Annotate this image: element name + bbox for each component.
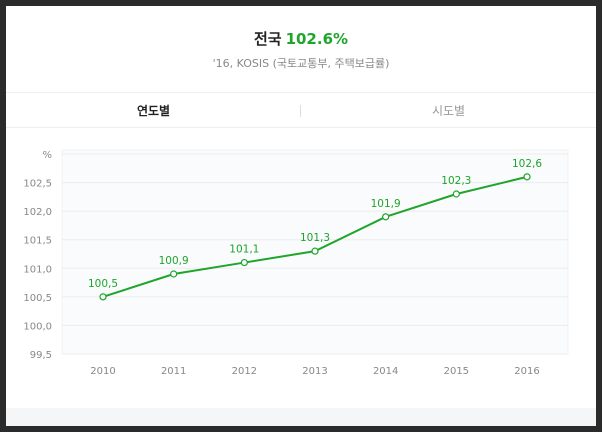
data-label: 101,1 [229,244,259,256]
data-label: 101,3 [300,232,330,244]
x-tick-label: 2014 [373,366,398,377]
data-point [99,293,107,301]
tab-divider [300,105,301,117]
data-point [240,258,248,267]
y-tick-label: 102,0 [23,207,52,218]
data-label: 102,6 [512,158,542,170]
housing-supply-card: 전국 102.6% '16, KOSIS (국토교통부, 주택보급률) 연도별 시… [6,6,596,426]
tab-bar: 연도별 시도별 [6,92,596,128]
x-tick-label: 2010 [90,366,115,377]
data-label: 101,9 [371,198,401,210]
tab-by-region[interactable]: 시도별 [431,103,466,118]
y-tick-label: 99,5 [30,350,52,361]
y-axis-unit: % [42,150,52,161]
data-point [311,247,319,255]
footer-band [6,408,596,426]
title-value: 102.6% [285,30,349,48]
data-label: 100,9 [159,255,189,267]
y-tick-label: 101,0 [23,264,52,275]
x-tick-label: 2015 [444,366,469,377]
y-tick-label: 100,0 [23,321,52,332]
y-tick-label: 101,5 [23,236,52,247]
y-tick-label: 100,5 [23,293,52,304]
title-region: 전국 [253,30,282,48]
data-label: 102,3 [441,175,471,187]
line-chart: 99,5 100,0 100,5 101,0 101,5 102,0 102,5% 2010 2… [23,149,569,377]
y-tick-label: 102,5 [23,179,52,190]
x-tick-label: 2012 [232,366,257,377]
x-tick-label: 2013 [302,366,327,377]
tab-by-year[interactable]: 연도별 [136,103,171,118]
data-point [382,213,390,221]
page-title: 전국 102.6% [6,28,596,49]
x-tick-label: 2011 [161,366,186,377]
data-label: 100,5 [88,278,118,290]
data-point [170,270,178,278]
chart-area: 99,5 100,0 100,5 101,0 101,5 102,0 102,5% 2010 2… [6,128,596,408]
data-point [523,173,531,181]
x-tick-label: 2016 [514,366,539,377]
source-subtitle: '16, KOSIS (국토교통부, 주택보급률) [212,57,390,70]
card-header: 전국 102.6% '16, KOSIS (국토교통부, 주택보급률) [6,6,596,92]
data-point [452,190,460,198]
